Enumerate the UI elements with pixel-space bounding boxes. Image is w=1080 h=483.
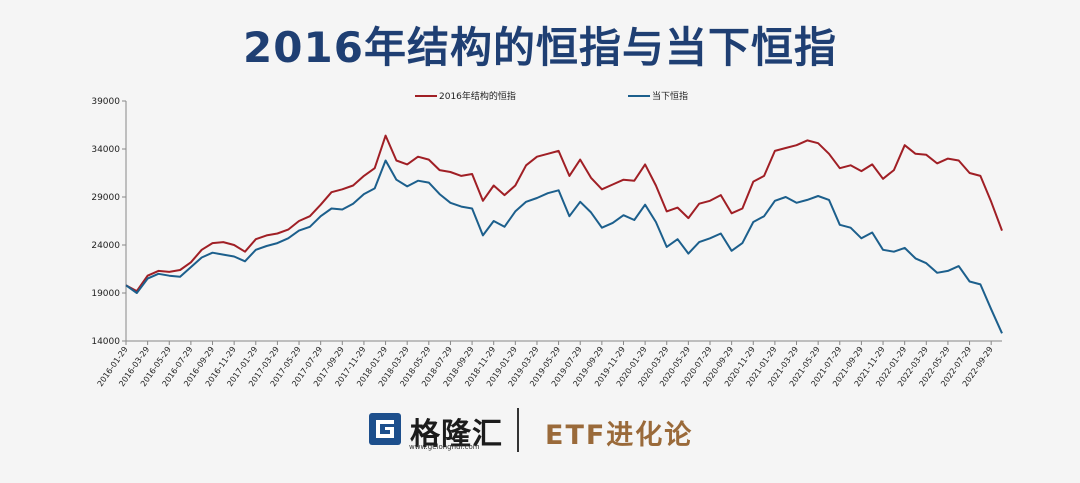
footer: 格隆汇 www.gelonghui.com ETF进化论 (0, 404, 1080, 456)
y-tick-label: 14000 (91, 337, 120, 347)
product-name: ETF进化论 (545, 420, 694, 451)
series-line-2 (125, 159, 1003, 334)
brand-name: 格隆汇 (410, 417, 503, 452)
y-tick-label: 24000 (91, 241, 120, 251)
legend-label-1: 2016年结构的恒指 (439, 90, 516, 102)
y-tick-label: 39000 (91, 97, 120, 107)
footer-divider (517, 408, 519, 452)
series-line-1 (125, 134, 1003, 293)
y-tick-label: 29000 (91, 193, 120, 203)
y-tick-label: 34000 (91, 145, 120, 155)
legend-label-2: 当下恒指 (652, 90, 688, 102)
y-tick-label: 19000 (91, 289, 120, 299)
chart-title: 2016年结构的恒指与当下恒指 (243, 23, 837, 72)
line-chart: 1400019000240002900034000390002016-01-29… (91, 90, 1003, 388)
gelonghui-logo-icon (369, 413, 401, 445)
brand-url: www.gelonghui.com (409, 443, 480, 451)
